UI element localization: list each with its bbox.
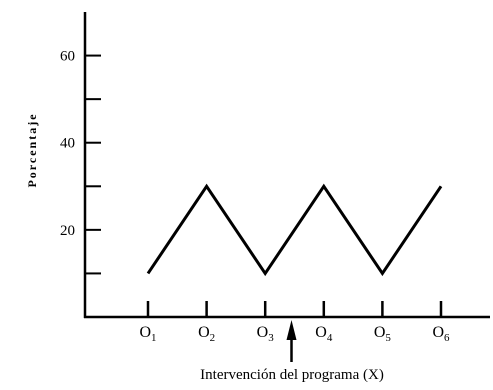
y-tick-label: 20 xyxy=(60,223,75,239)
annotation-arrow-head xyxy=(287,320,297,340)
series-line xyxy=(148,186,441,273)
series xyxy=(148,186,441,273)
x-tick-label: O3 xyxy=(257,324,275,344)
y-ticks: 20 40 60 xyxy=(60,49,101,274)
y-tick-label: 40 xyxy=(60,136,75,152)
x-tick-label: O5 xyxy=(374,324,392,344)
y-axis-label: Porcentaje xyxy=(25,112,39,187)
x-tick-label: O4 xyxy=(315,324,333,344)
annotations: Intervención del programa (X) xyxy=(200,320,384,383)
axes xyxy=(84,12,490,318)
x-tick-label: O1 xyxy=(139,324,156,344)
x-tick-label: O2 xyxy=(198,324,215,344)
x-tick-label: O6 xyxy=(432,324,450,344)
y-tick-label: 60 xyxy=(60,49,75,65)
annotation-label: Intervención del programa (X) xyxy=(200,367,384,383)
